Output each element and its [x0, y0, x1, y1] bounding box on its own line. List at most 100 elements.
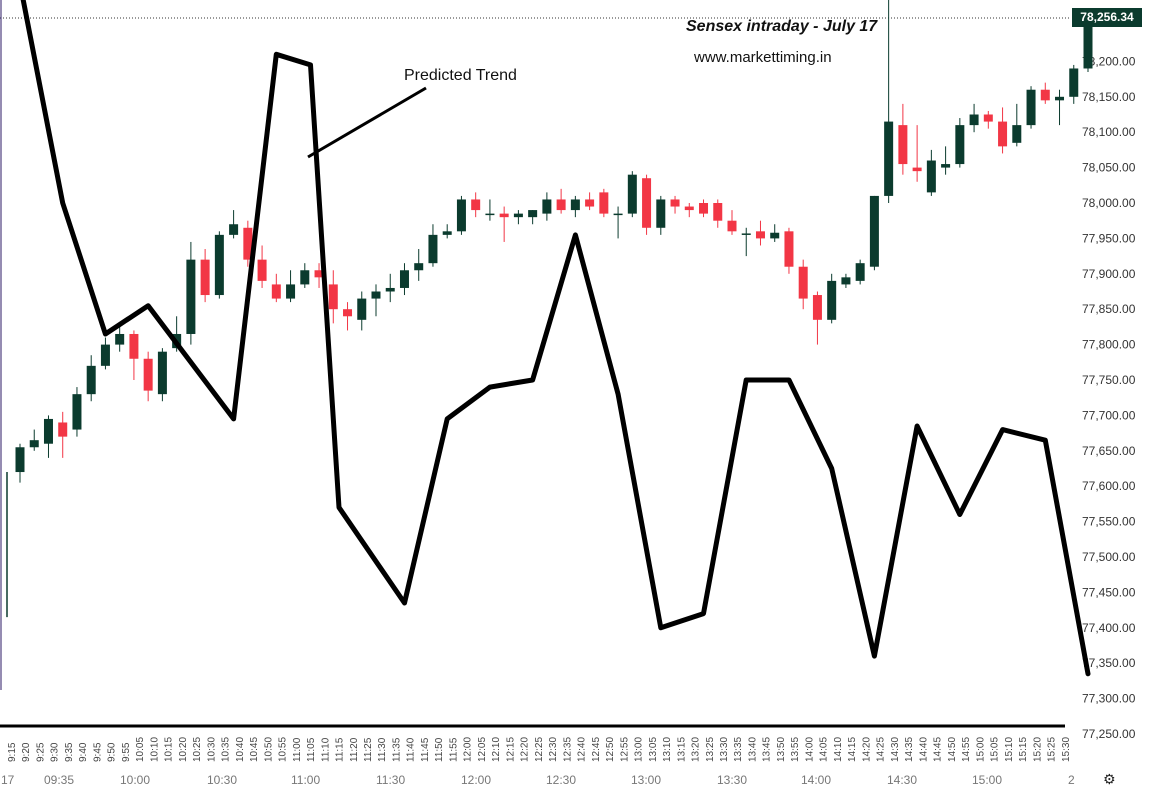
candle-body	[642, 178, 652, 228]
candle-body	[385, 287, 395, 292]
candle-body	[186, 259, 196, 334]
bar-time-tick: 13:05	[648, 737, 659, 762]
time-axis-label: 13:00	[631, 773, 661, 787]
bar-time-tick: 9:20	[21, 742, 32, 762]
candle-body	[300, 270, 310, 285]
candle-body	[271, 284, 281, 299]
settings-icon[interactable]: ⚙	[1103, 772, 1116, 788]
chart-title: Sensex intraday - July 17	[686, 18, 878, 35]
candle-body	[499, 213, 509, 218]
bar-time-tick: 12:20	[520, 737, 531, 762]
y-tick-label: 77,300.00	[1082, 692, 1136, 706]
candle-body	[727, 220, 737, 232]
candle-body	[770, 232, 780, 239]
y-tick-label: 77,450.00	[1082, 585, 1136, 599]
bar-time-tick: 11:20	[349, 737, 360, 762]
candle-body	[314, 270, 324, 278]
candle-body	[100, 344, 110, 366]
bar-time-tick: 12:30	[548, 737, 559, 762]
y-tick-label: 78,050.00	[1082, 161, 1136, 175]
y-tick-label: 77,400.00	[1082, 621, 1136, 635]
candle-body	[542, 199, 552, 214]
bar-time-tick: 14:10	[833, 737, 844, 762]
time-axis-label: 10:30	[207, 773, 237, 787]
bar-time-tick: 11:30	[377, 737, 388, 762]
bar-time-tick: 10:55	[278, 737, 289, 762]
candle-body	[912, 167, 922, 172]
predicted-trend-label: Predicted Trend	[404, 67, 517, 84]
candle-body	[157, 351, 167, 395]
candle-body	[827, 280, 837, 320]
bar-time-tick: 12:35	[562, 737, 573, 762]
bar-time-tick: 14:55	[961, 737, 972, 762]
time-axis-label: 11:00	[291, 773, 320, 787]
bar-time-tick: 12:10	[491, 737, 502, 762]
bar-time-tick: 14:20	[861, 737, 872, 762]
bar-time-tick: 12:25	[534, 737, 545, 762]
bar-time-tick: 12:50	[605, 737, 616, 762]
candle-body	[713, 203, 723, 221]
candle-body	[1040, 89, 1050, 101]
y-tick-label: 77,550.00	[1082, 515, 1136, 529]
y-tick-label: 77,650.00	[1082, 444, 1136, 458]
bar-time-tick: 10:50	[263, 737, 274, 762]
bar-time-tick: 13:00	[634, 737, 645, 762]
candle-body	[513, 213, 523, 218]
annotation-pointer	[307, 86, 427, 159]
bar-time-tick: 14:40	[918, 737, 929, 762]
y-tick-label: 78,100.00	[1082, 125, 1136, 139]
y-tick-label: 78,150.00	[1082, 90, 1136, 104]
bar-time-tick: 9:30	[50, 742, 61, 762]
bar-time-tick: 9:55	[121, 742, 132, 762]
candle-body	[755, 231, 765, 239]
candle-body	[926, 160, 936, 193]
candle-body	[343, 309, 353, 317]
bar-time-tick: 11:40	[406, 737, 417, 762]
bar-time-tick: 13:55	[790, 737, 801, 762]
bar-time-tick: 11:25	[363, 737, 374, 762]
bar-time-tick: 11:00	[292, 737, 303, 762]
candle-body	[428, 234, 438, 264]
bar-time-tick: 14:30	[890, 737, 901, 762]
candle-body	[955, 125, 965, 165]
y-tick-label: 78,000.00	[1082, 196, 1136, 210]
time-axis-label: 15:00	[972, 773, 1002, 787]
candle-body	[556, 199, 566, 211]
bar-time-tick: 13:40	[747, 737, 758, 762]
candle-body	[627, 174, 637, 214]
candle-body	[129, 333, 139, 359]
candle-body	[1055, 96, 1065, 101]
y-tick-label: 78,200.00	[1082, 54, 1136, 68]
bar-time-tick: 13:50	[776, 737, 787, 762]
candle-body	[143, 358, 153, 391]
bar-time-tick: 13:20	[691, 737, 702, 762]
candle-body	[741, 233, 751, 235]
predicted-trend-line	[20, 0, 1091, 677]
time-axis-label: 14:30	[887, 773, 917, 787]
candle-body	[357, 298, 367, 320]
bar-time-tick: 10:05	[135, 737, 146, 762]
bar-time-tick: 10:15	[164, 737, 175, 762]
candle-body	[1012, 125, 1022, 143]
time-axis-label: 2	[1068, 773, 1075, 787]
chart-subtitle: www.markettiming.in	[694, 49, 832, 66]
candle-body	[399, 270, 409, 288]
y-tick-label: 77,700.00	[1082, 408, 1136, 422]
candle-body	[784, 231, 794, 267]
bar-time-tick: 10:30	[206, 737, 217, 762]
bar-time-tick: 14:15	[847, 737, 858, 762]
bar-time-tick: 11:55	[448, 737, 459, 762]
bar-time-tick: 10:20	[178, 737, 189, 762]
bar-time-tick: 11:45	[420, 737, 431, 762]
bar-time-tick: 13:45	[762, 737, 773, 762]
y-tick-label: 77,350.00	[1082, 656, 1136, 670]
candle-body	[941, 164, 951, 168]
candle-body	[798, 266, 808, 299]
candle-body	[812, 295, 822, 320]
candle-body	[257, 259, 267, 281]
y-tick-label: 77,900.00	[1082, 267, 1136, 281]
bar-time-tick: 9:25	[35, 742, 46, 762]
y-tick-label: 77,800.00	[1082, 338, 1136, 352]
